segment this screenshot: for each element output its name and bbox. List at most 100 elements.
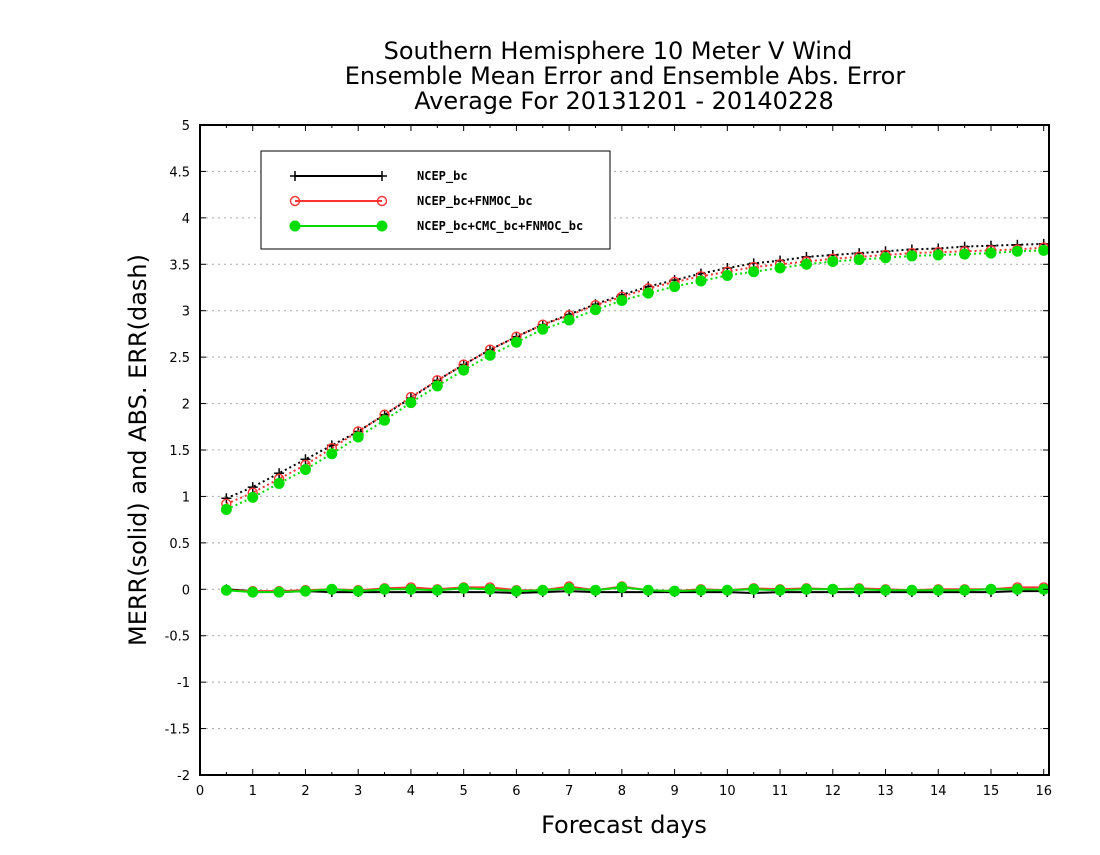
mean-error-point — [379, 583, 391, 595]
abs-error-point — [800, 258, 812, 270]
mean-error-point — [827, 583, 839, 595]
mean-error-point — [537, 584, 549, 596]
y-tick-label: 2.5 — [169, 351, 190, 366]
y-tick-label: 1 — [182, 490, 190, 505]
x-tick-label: 1 — [249, 784, 257, 799]
x-tick-label: 13 — [877, 784, 894, 799]
x-tick-label: 12 — [825, 784, 842, 799]
title-line-2: Ensemble Mean Error and Ensemble Abs. Er… — [345, 62, 906, 90]
x-tick-label: 16 — [1035, 784, 1052, 799]
x-tick-label: 15 — [983, 784, 1000, 799]
mean-error-point — [326, 583, 338, 595]
mean-error-point — [431, 584, 443, 596]
abs-error-point — [221, 493, 232, 504]
mean-error-point — [906, 584, 918, 596]
x-tick-label: 2 — [301, 784, 309, 799]
abs-error-point — [458, 364, 470, 376]
x-tick-label: 6 — [512, 784, 520, 799]
y-tick-label: -0.5 — [165, 630, 190, 645]
mean-error-point — [748, 583, 760, 595]
mean-error-point — [220, 584, 232, 596]
abs-error-point — [563, 314, 575, 326]
abs-error-point — [247, 482, 258, 493]
legend-label: NCEP_bc+FNMOC_bc — [417, 194, 533, 209]
abs-error-point — [273, 477, 285, 489]
y-axis-label: MERR(solid) and ABS. ERR(dash) — [124, 254, 152, 646]
abs-error-point — [985, 247, 997, 259]
y-tick-label: -1 — [177, 676, 190, 691]
mean-error-point — [273, 586, 285, 598]
mean-error-point — [932, 584, 944, 596]
mean-error-point — [669, 585, 681, 597]
mean-error-point — [880, 584, 892, 596]
x-tick-label: 0 — [196, 784, 204, 799]
series-layer — [220, 238, 1050, 598]
abs-error-point — [827, 256, 839, 267]
mean-error-point — [563, 582, 575, 594]
y-tick-label: 4 — [182, 212, 190, 227]
abs-error-line — [226, 246, 1044, 505]
mean-error-point — [800, 583, 812, 595]
y-tick-label: -1.5 — [165, 723, 190, 738]
x-tick-label: 9 — [670, 784, 678, 799]
mean-error-point — [484, 583, 496, 595]
abs-error-point — [299, 464, 311, 475]
mean-error-point — [853, 583, 865, 595]
abs-error-point — [352, 431, 364, 443]
abs-error-line — [226, 242, 1044, 500]
x-tick-label: 3 — [354, 784, 362, 799]
y-tick-label: 2 — [182, 398, 190, 413]
mean-error-point — [1011, 583, 1023, 595]
x-axis-label: Forecast days — [541, 811, 707, 839]
series-3 — [220, 244, 1050, 598]
abs-error-point — [537, 323, 549, 335]
abs-error-point — [379, 414, 391, 426]
title-line-3: Average For 20131201 - 20140228 — [414, 87, 834, 115]
abs-error-point — [510, 336, 522, 348]
mean-error-point — [405, 583, 417, 595]
abs-error-point — [959, 248, 971, 260]
y-tick-label: -2 — [177, 769, 190, 784]
x-tick-label: 7 — [565, 784, 573, 799]
mean-error-point — [985, 583, 997, 595]
legend-marker — [376, 220, 388, 232]
abs-error-point — [669, 281, 681, 293]
legend-marker — [376, 195, 388, 207]
abs-error-point — [484, 349, 496, 361]
abs-error-point — [721, 269, 733, 281]
y-tick-label: 0 — [182, 583, 190, 598]
title-line-1: Southern Hemisphere 10 Meter V Wind — [384, 37, 853, 65]
mean-error-point — [247, 586, 259, 598]
y-tick-label: 3 — [182, 305, 190, 320]
y-tick-label: 5 — [182, 119, 190, 134]
abs-error-point — [274, 468, 285, 479]
y-tick-label: 3.5 — [169, 258, 190, 273]
mean-error-point — [510, 585, 522, 597]
mean-error-point — [642, 584, 654, 596]
legend-marker — [289, 220, 301, 232]
mean-error-point — [616, 581, 628, 593]
legend-label: NCEP_bc+CMC_bc+FNMOC_bc — [417, 219, 583, 234]
abs-error-point — [405, 397, 417, 409]
x-tick-label: 11 — [772, 784, 789, 799]
abs-error-point — [616, 295, 628, 306]
legend-marker — [377, 171, 387, 181]
abs-error-point — [695, 275, 707, 287]
mean-error-point — [695, 584, 707, 596]
abs-error-point — [880, 252, 892, 264]
x-tick-label: 4 — [407, 784, 415, 799]
legend-marker — [289, 195, 301, 207]
legend: NCEP_bc NCEP_bc+FNMOC_bc NCEP_bc+CMC_bc+FN… — [260, 150, 611, 250]
abs-error-point — [589, 304, 601, 316]
legend-label: NCEP_bc — [417, 169, 468, 184]
mean-error-point — [352, 585, 364, 597]
abs-error-point — [247, 491, 259, 503]
x-tick-label: 8 — [618, 784, 626, 799]
abs-error-point — [853, 254, 865, 266]
abs-error-point — [326, 448, 338, 460]
axis-ticks: -2-1.5-1-0.500.511.522.533.544.550 1 2 3 4 5 6… — [165, 119, 1052, 799]
abs-error-point — [431, 380, 443, 392]
mean-error-point — [774, 584, 786, 596]
